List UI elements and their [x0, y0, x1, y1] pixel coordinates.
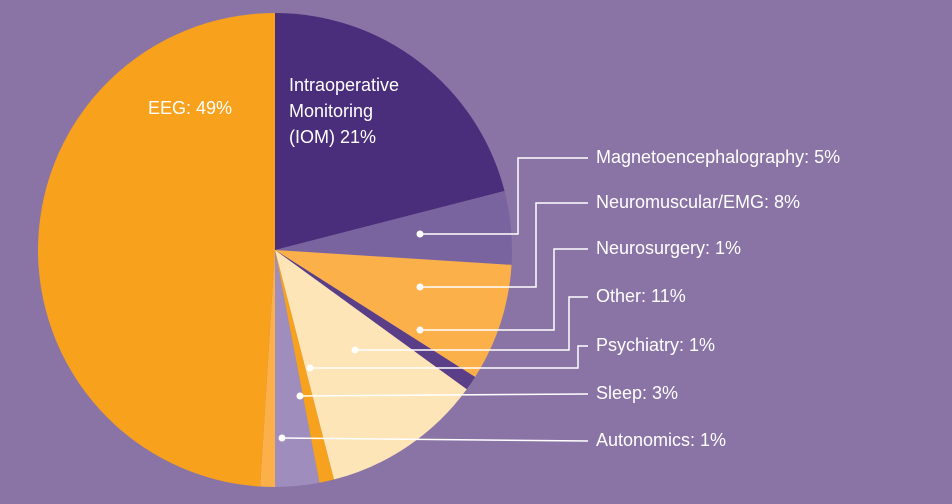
pie-slice [260, 250, 275, 487]
pie-slice [275, 250, 476, 390]
legend-label: Neurosurgery: 1% [596, 238, 741, 258]
pie-slice [275, 13, 505, 250]
legend-label: Autonomics: 1% [596, 430, 726, 450]
callout-dot [416, 326, 424, 334]
callout-line [420, 157, 588, 235]
callout-dot [296, 392, 304, 400]
callout-dot [416, 283, 424, 291]
callout-dot [416, 230, 424, 238]
pie-slice [275, 250, 334, 483]
legend-label: Other: 11% [596, 286, 686, 306]
slice-label: Intraoperative Monitoring (IOM) 21% [289, 75, 400, 147]
callout-dot [306, 364, 314, 372]
callout-line [420, 248, 588, 331]
slice-label: EEG: 49% [148, 98, 233, 118]
pie-slice [275, 250, 512, 377]
legend-label: Psychiatry: 1% [596, 335, 715, 355]
callout-dot [278, 434, 286, 442]
callout-line [310, 345, 588, 369]
legend-label: Sleep: 3% [596, 383, 678, 403]
legend-label: Neuromuscular/EMG: 8% [596, 192, 800, 212]
callout-dot [351, 346, 359, 354]
legend-label: Magnetoencephalography: 5% [596, 147, 840, 167]
callout-line [355, 296, 588, 351]
pie-slice [275, 250, 467, 480]
callout-line [420, 202, 588, 288]
pie-slice [275, 191, 512, 265]
pie-slice [275, 250, 320, 487]
callout-line [299, 393, 589, 397]
pie-slice [38, 13, 276, 487]
callout-line [281, 437, 589, 442]
